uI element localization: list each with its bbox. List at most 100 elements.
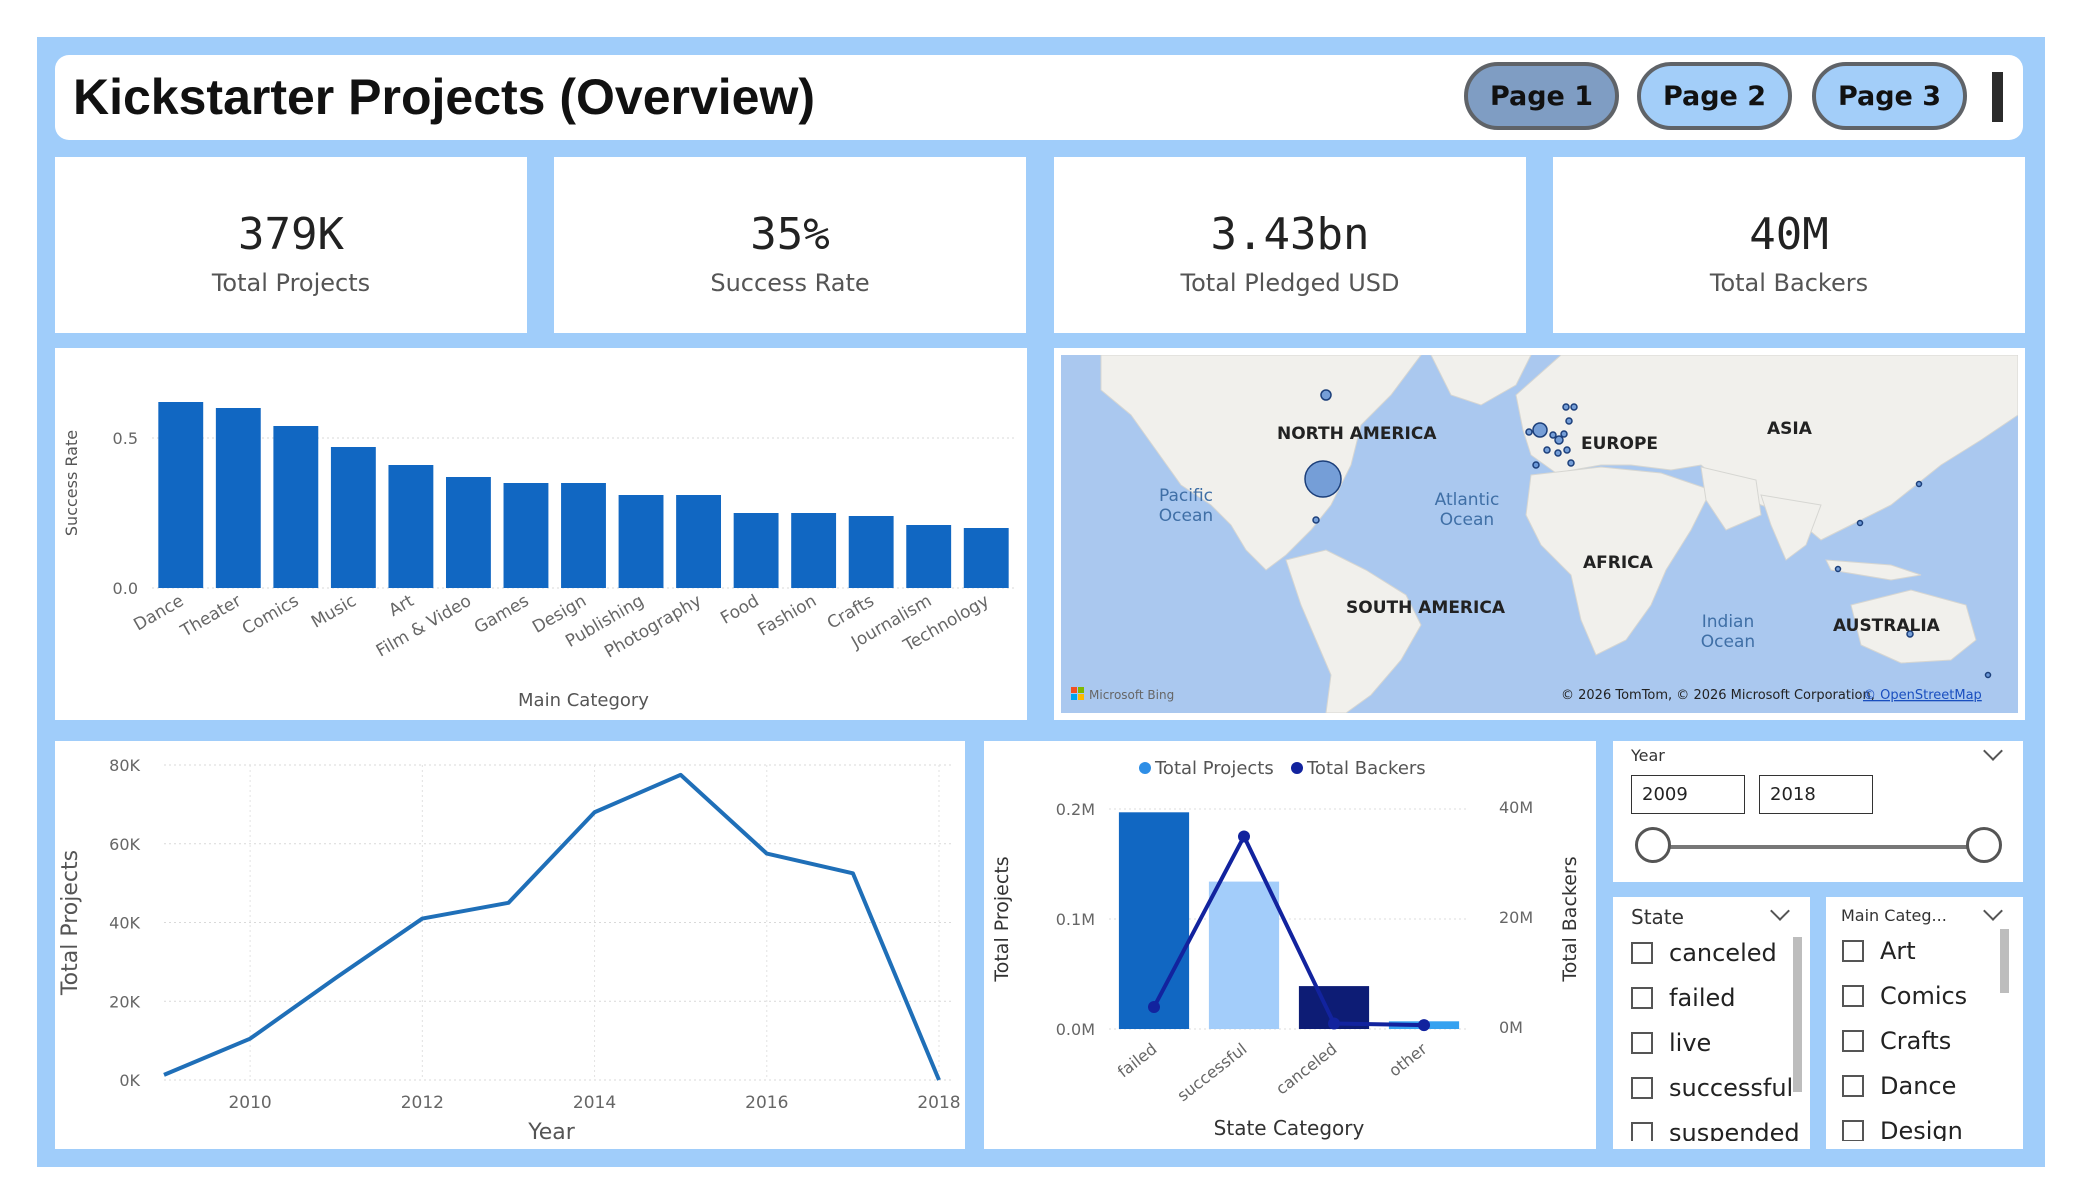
bar [1118,812,1190,1029]
category-item-crafts[interactable]: Crafts [1842,1027,1951,1055]
year-slider-track[interactable] [1655,845,1985,849]
category-item-label: Dance [1880,1072,1957,1100]
bar [676,495,722,588]
checkbox[interactable] [1842,1120,1864,1141]
x-tick-label: canceled [1272,1039,1340,1098]
legend-marker [1139,762,1151,774]
bubble-singapore [1834,565,1842,573]
state-slicer-scrollbar[interactable] [1793,937,1802,1092]
x-tick-label: 2018 [917,1093,960,1113]
category-slicer-panel [1826,897,2023,1149]
kpi-total-projects: 379K Total Projects [55,157,527,333]
y-tick-label: 0.5 [113,429,138,448]
state-item-failed[interactable]: failed [1631,984,1736,1012]
arabia-landmass [1700,466,1762,531]
checkbox[interactable] [1842,985,1864,1007]
y-axis-title: Total Projects [991,856,1013,982]
projects-by-year-line-chart[interactable]: 80K 60K 40K 20K 0K 2010 2012 2014 2016 2018 Total … [55,741,965,1149]
year-slider-handle-end[interactable] [1966,827,2002,863]
kpi-value: 40M [1749,209,1829,260]
y2-tick-label: 20M [1499,908,1533,927]
kpi-label: Total Projects [211,269,371,297]
x-tick-label: Games [471,591,533,638]
checkbox[interactable] [1842,1075,1864,1097]
bar [561,483,606,588]
state-item-live[interactable]: live [1631,1029,1711,1057]
state-item-canceled[interactable]: canceled [1631,939,1777,967]
x-tick-label: Theater [177,591,245,642]
bubble-europe-3 [1560,430,1568,438]
map-bubbles [1304,389,1992,679]
bubble-europe-6 [1563,446,1571,454]
checkbox[interactable] [1842,940,1864,962]
bing-logo-icon [1071,687,1084,700]
x-tick-label: other [1385,1039,1431,1080]
x-tick-label: Music [308,591,360,633]
page-title: Kickstarter Projects (Overview) [73,69,816,125]
backers-point [1418,1019,1430,1032]
category-item-dance[interactable]: Dance [1842,1072,1956,1100]
bubble-europe-4 [1543,446,1551,454]
series-line [163,772,941,1081]
x-tick-label: 2016 [745,1093,788,1113]
menu-bar-icon[interactable] [1992,72,2003,122]
y-axis-title: Success Rate [62,430,81,536]
africa-landmass [1525,466,1712,656]
kpi-label: Total Backers [1709,269,1869,297]
x-axis-title: Year [527,1120,576,1145]
label-europe: EUROPE [1581,434,1658,454]
checkbox[interactable] [1631,942,1653,964]
projects-map[interactable]: NORTH AMERICA EUROPE ASIA AFRICA SOUTH A… [1061,355,2018,713]
kpi-value: 379K [238,209,344,260]
south-america-landmass [1285,549,1422,713]
label-atlantic: Atlantic [1435,490,1500,510]
openstreetmap-link[interactable]: © OpenStreetMap [1863,688,1982,703]
category-item-comics[interactable]: Comics [1842,982,1967,1010]
bubble-usa [1304,460,1342,498]
state-item-label: canceled [1669,939,1777,967]
state-item-suspended[interactable]: suspended [1631,1119,1800,1141]
x-tick-label: successful [1174,1039,1251,1105]
year-slider-handle-start[interactable] [1635,827,1671,863]
bubble-japan [1915,480,1923,488]
checkbox[interactable] [1631,1077,1653,1099]
bar [963,528,1009,588]
x-tick-label: Photography [601,591,705,662]
bar [445,477,491,588]
page-3-button[interactable]: Page 3 [1812,62,1967,130]
page-1-button[interactable]: Page 1 [1464,62,1619,130]
checkbox[interactable] [1842,1030,1864,1052]
y-axis-title: Total Projects [58,850,83,996]
year-to-input[interactable]: 2018 [1759,775,1873,814]
state-slicer-panel [1613,897,1810,1149]
bar [388,465,434,588]
islands-landmass [1825,559,1922,581]
label-south-america: SOUTH AMERICA [1346,598,1506,618]
state-item-label: suspended [1669,1119,1800,1141]
checkbox[interactable] [1631,1122,1653,1141]
page-2-button[interactable]: Page 2 [1637,62,1792,130]
y-tick-label: 0.1M [1056,910,1095,929]
category-item-art[interactable]: Art [1842,937,1916,965]
category-item-label: Design [1880,1117,1963,1141]
bubble-australia [1906,630,1914,638]
label-indian: Indian [1702,612,1755,632]
checkbox[interactable] [1631,1032,1653,1054]
label-australia: AUSTRALIA [1833,616,1941,636]
projects-by-year-panel [55,741,965,1149]
state-item-successful[interactable]: successful [1631,1074,1793,1102]
backers-line [1152,832,1425,1028]
x-tick-label: 2010 [228,1093,271,1113]
x-tick-label: Comics [239,591,303,639]
category-item-design[interactable]: Design [1842,1117,1963,1141]
checkbox[interactable] [1631,987,1653,1009]
state-category-combo-chart[interactable]: Total Projects Total Backers 0.2M 0.1M 0.0M 4… [984,741,1596,1149]
category-slicer-list: Art Comics Crafts Dance Design [1826,897,2023,1141]
year-from-input[interactable]: 2009 [1631,775,1745,814]
bubble-nordic-2 [1570,403,1578,411]
bar [791,513,837,588]
label-atlantic-ocean: Ocean [1440,510,1494,530]
kpi-success-rate: 35% Success Rate [554,157,1026,333]
category-slicer-scrollbar[interactable] [2000,929,2009,993]
